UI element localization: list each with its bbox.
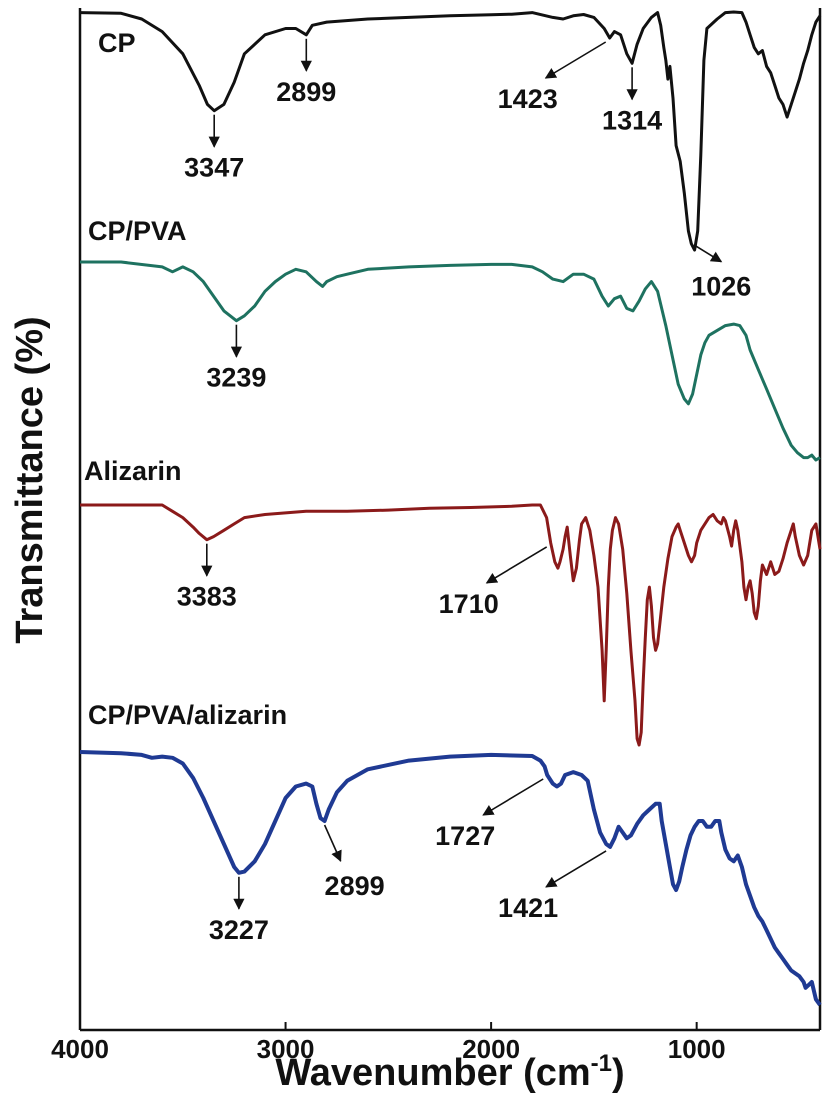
x-tick-label: 1000	[668, 1034, 726, 1064]
peak-arrow	[544, 41, 607, 79]
peak-label: 1421	[498, 893, 558, 923]
series-line-cp	[79, 10, 822, 252]
y-axis-title: Transmittance (%)	[9, 316, 51, 643]
peak-label: 3383	[177, 582, 237, 612]
series-line-cp-pva-alizarin	[79, 750, 822, 1007]
series-labels: CP CP/PVA Alizarin CP/PVA/alizarin	[84, 28, 287, 730]
peak-arrow	[482, 778, 544, 816]
series-line-alizarin	[80, 503, 822, 747]
peak-label: 1026	[691, 272, 751, 302]
series-label-cp-pva: CP/PVA	[88, 216, 187, 246]
peak-label: 3347	[184, 153, 244, 183]
peak-label: 1727	[435, 821, 495, 851]
peak-label: 1314	[602, 105, 662, 135]
peak-label: 3227	[209, 915, 269, 945]
x-tick-label: 2000	[462, 1034, 520, 1064]
peak-label: 3239	[206, 363, 266, 393]
peak-label: 1710	[439, 589, 499, 619]
annotation-layer: 3347 2899 1423 1314 1026 3239 3383 1710 3227 2899…	[177, 38, 751, 945]
peak-arrow	[694, 245, 723, 263]
series-layer	[79, 10, 822, 1007]
peak-label: 1423	[498, 84, 558, 114]
peak-label: 2899	[325, 871, 385, 901]
series-label-alizarin: Alizarin	[84, 456, 182, 486]
peak-arrow	[323, 824, 342, 863]
series-label-cp: CP	[98, 28, 136, 58]
series-label-cp-pva-alizarin: CP/PVA/alizarin	[88, 700, 287, 730]
series-line-cp-pva	[80, 260, 821, 462]
peak-arrow	[485, 546, 548, 584]
x-tick-label: 4000	[51, 1034, 109, 1064]
x-tick-label: 3000	[257, 1034, 315, 1064]
peak-arrow	[545, 850, 607, 888]
x-axis-title: Wavenumber (cm-1)	[275, 1050, 624, 1094]
peak-label: 2899	[276, 77, 336, 107]
x-ticks: 4000 3000 2000 1000	[51, 1022, 726, 1064]
